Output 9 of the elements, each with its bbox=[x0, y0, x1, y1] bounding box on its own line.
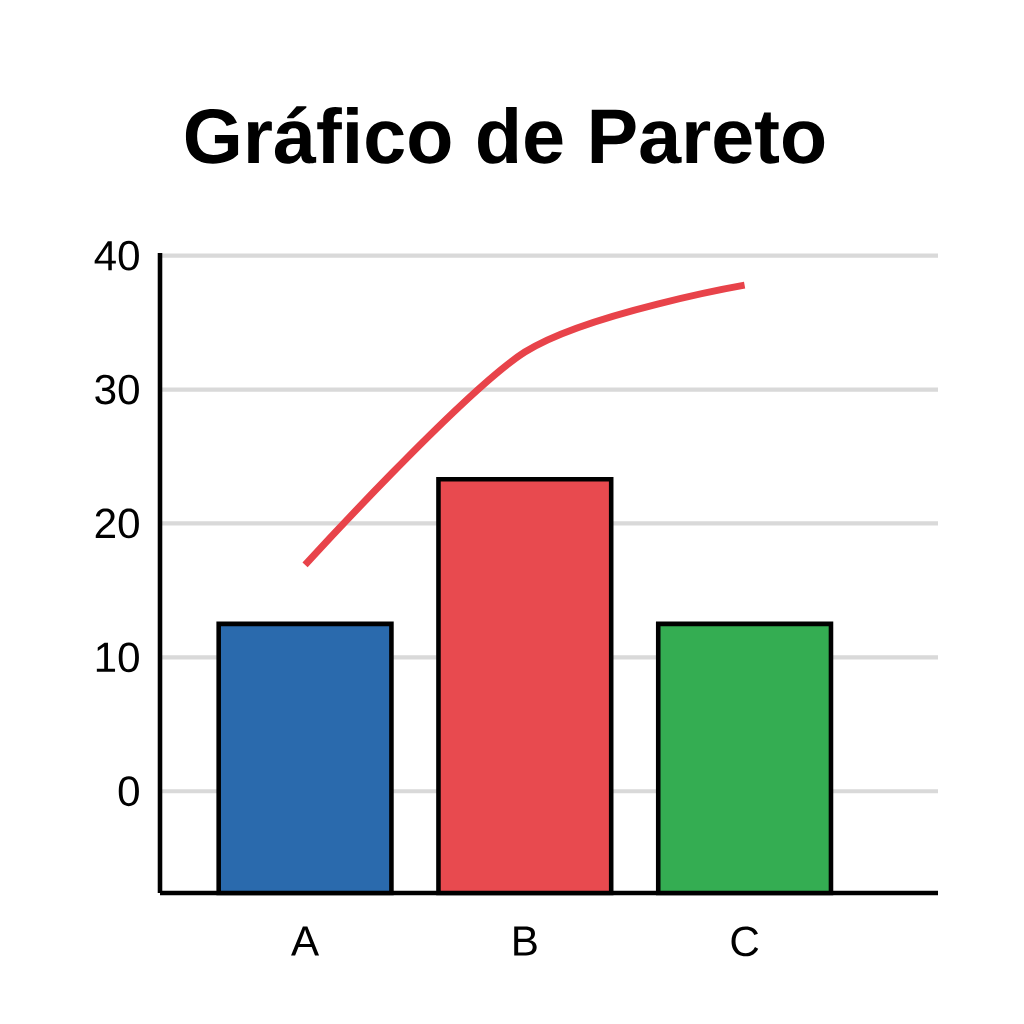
y-tick-label: 20 bbox=[95, 508, 139, 539]
y-tick-label: 40 bbox=[94, 240, 139, 271]
x-tick-label: A bbox=[291, 926, 320, 956]
x-tick-label: C bbox=[731, 926, 759, 957]
y-tick-label: 0 bbox=[118, 776, 139, 807]
x-tick-label: B bbox=[514, 926, 537, 956]
y-tick-label: 10 bbox=[96, 642, 139, 673]
chart-title: Gráfico de Pareto bbox=[185, 106, 825, 164]
y-tick-label: 30 bbox=[95, 374, 139, 405]
